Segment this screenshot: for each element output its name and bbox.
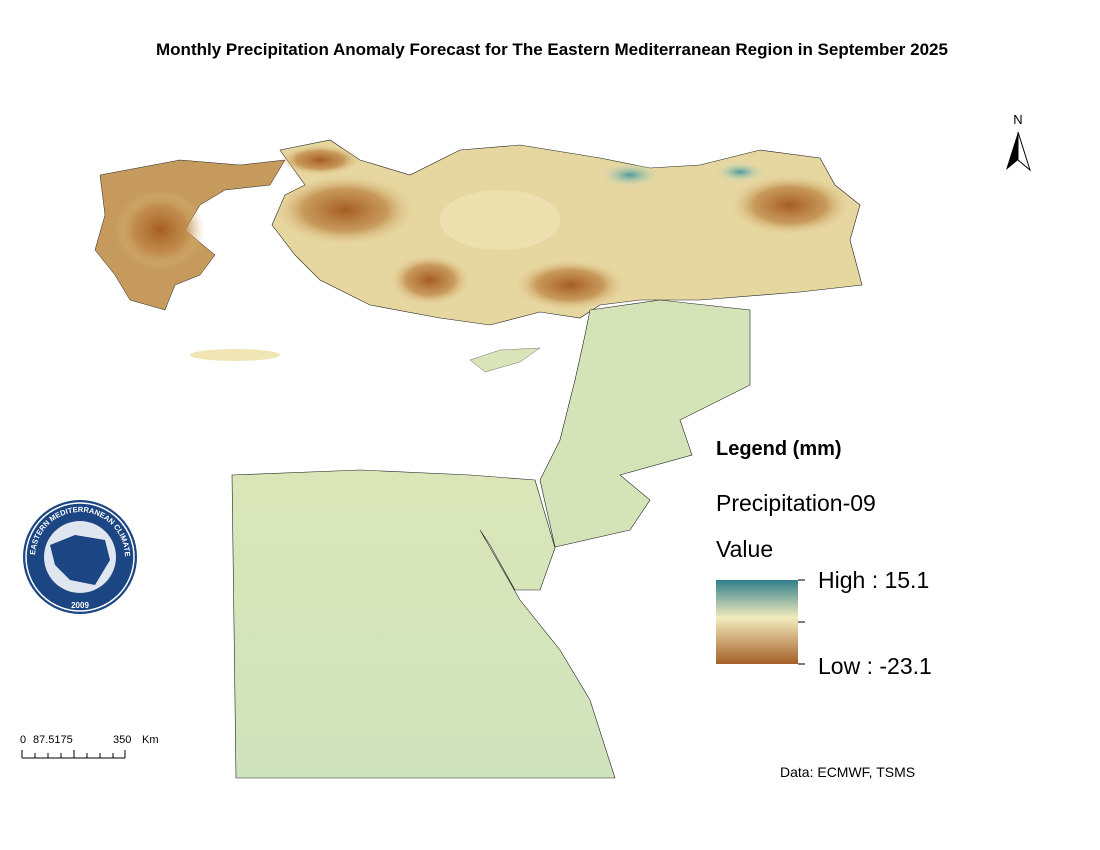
- legend-high: High : 15.1: [818, 567, 929, 593]
- scale-label: 350: [113, 734, 131, 746]
- scale-unit: Km: [142, 734, 159, 746]
- data-source: Data: ECMWF, TSMS: [780, 764, 915, 780]
- egypt: [231, 469, 616, 779]
- logo-ring-text: EASTERN MEDITERRANEAN CLIMATE CENTRE: [0, 0, 132, 557]
- logo-year: 2009: [71, 601, 89, 610]
- color-ramp: [716, 580, 798, 664]
- north-label: N: [1013, 112, 1022, 127]
- map-title: Monthly Precipitation Anomaly Forecast f…: [156, 40, 948, 59]
- cyprus: [469, 347, 541, 373]
- scale-label: 0: [20, 734, 26, 746]
- logo: EASTERN MEDITERRANEAN CLIMATE CENTRE 200…: [0, 0, 137, 614]
- greece: [94, 159, 286, 361]
- legend-layer: Precipitation-09: [716, 490, 876, 516]
- scale-bar: 0 87.5175 350 Km: [20, 734, 159, 759]
- north-arrow: N: [1006, 112, 1031, 172]
- legend-heading: Legend (mm): [716, 438, 842, 460]
- logo-ring-path: EASTERN MEDITERRANEAN CLIMATE CENTRE: [0, 0, 132, 557]
- legend-low: Low : -23.1: [818, 653, 932, 679]
- turkey: [271, 139, 863, 326]
- levant: [539, 299, 751, 548]
- scale-label: 87.5175: [33, 734, 73, 746]
- legend-field: Value: [716, 536, 773, 562]
- legend: Legend (mm) Precipitation-09 Value High …: [716, 438, 932, 679]
